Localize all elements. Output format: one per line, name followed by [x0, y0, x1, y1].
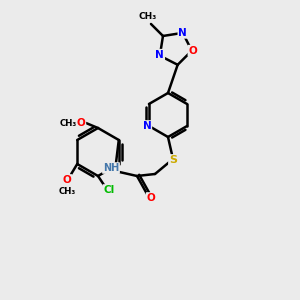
Text: CH₃: CH₃ [59, 118, 76, 127]
Text: O: O [188, 46, 197, 56]
Text: O: O [76, 118, 85, 128]
Text: CH₃: CH₃ [139, 13, 157, 22]
Text: Cl: Cl [103, 185, 115, 195]
Text: CH₃: CH₃ [58, 188, 76, 196]
Text: O: O [147, 193, 155, 203]
Text: S: S [169, 155, 177, 165]
Text: N: N [155, 50, 164, 60]
Text: N: N [142, 121, 151, 131]
Text: O: O [63, 175, 72, 185]
Text: NH: NH [103, 163, 119, 173]
Text: N: N [178, 28, 187, 38]
